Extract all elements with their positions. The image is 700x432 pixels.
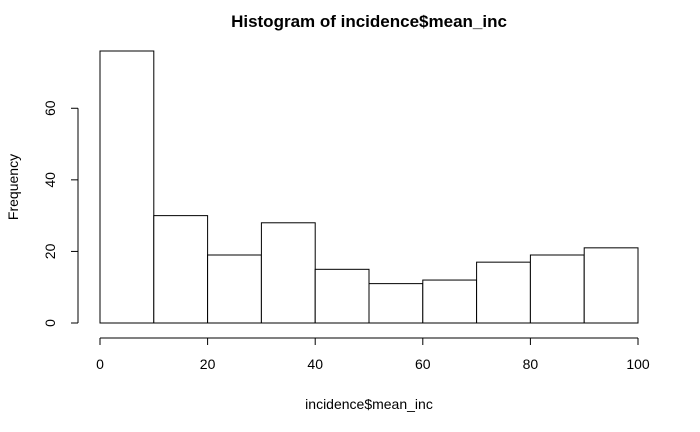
y-tick-label: 20	[42, 243, 58, 259]
histogram-bar-6	[368, 283, 424, 324]
histogram-bar-8	[476, 261, 531, 324]
histogram-bar-1	[99, 50, 155, 324]
x-axis-label: incidence$mean_inc	[305, 396, 433, 412]
histogram-bar-10	[583, 247, 639, 324]
x-tick-label: 0	[96, 356, 104, 372]
histogram-bar-4	[260, 222, 316, 324]
histogram-bar-9	[529, 254, 585, 324]
histogram-bar-5	[314, 268, 370, 324]
histogram-bar-7	[422, 279, 478, 324]
x-tick-label: 60	[415, 356, 431, 372]
chart-title: Histogram of incidence$mean_inc	[231, 12, 507, 31]
histogram-bar-2	[153, 215, 209, 324]
x-axis: 0 20 40 60 80 100	[96, 337, 650, 372]
y-tick-label: 60	[42, 100, 58, 116]
histogram-bar-3	[207, 254, 262, 324]
bars-group	[99, 50, 639, 324]
y-axis: 0 20 40 60	[42, 100, 79, 327]
y-tick-label: 0	[42, 319, 58, 327]
x-tick-label: 40	[307, 356, 323, 372]
y-tick-label: 40	[42, 172, 58, 188]
x-tick-label: 20	[200, 356, 216, 372]
x-tick-label: 80	[523, 356, 539, 372]
x-tick-label: 100	[626, 356, 650, 372]
y-axis-label: Frequency	[5, 154, 21, 220]
